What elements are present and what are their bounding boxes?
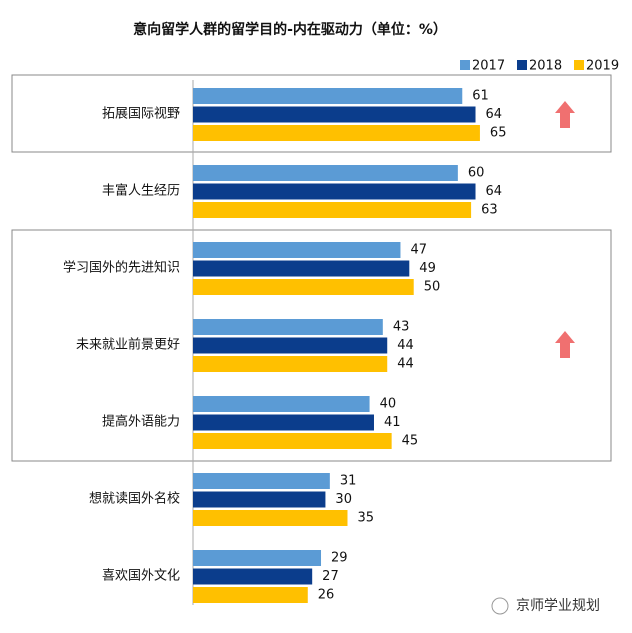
legend-swatch bbox=[460, 60, 470, 70]
highlight-box bbox=[11, 229, 612, 462]
value-label: 60 bbox=[468, 166, 485, 181]
legend-label: 2019 bbox=[586, 59, 619, 74]
legend-label: 2018 bbox=[529, 59, 562, 74]
bar bbox=[193, 396, 370, 412]
bar bbox=[193, 202, 472, 218]
value-label: 64 bbox=[486, 184, 503, 199]
legend-swatch bbox=[574, 60, 584, 70]
category-label: 拓展国际视野 bbox=[102, 107, 180, 122]
value-label: 26 bbox=[318, 588, 335, 603]
bar bbox=[193, 319, 383, 335]
bar bbox=[193, 414, 374, 431]
bar bbox=[193, 165, 458, 181]
value-label: 49 bbox=[419, 261, 436, 276]
category-label: 喜欢国外文化 bbox=[102, 569, 180, 584]
highlight-box bbox=[11, 74, 612, 153]
category-label: 未来就业前景更好 bbox=[76, 337, 180, 353]
bar bbox=[193, 183, 476, 200]
value-label: 43 bbox=[393, 320, 410, 335]
legend-label: 2017 bbox=[472, 59, 505, 74]
bar bbox=[193, 88, 463, 104]
value-label: 31 bbox=[340, 474, 357, 489]
watermark: 京师学业规划 bbox=[516, 598, 600, 614]
bar bbox=[193, 433, 392, 449]
up-arrow bbox=[555, 101, 575, 128]
bar bbox=[193, 260, 410, 277]
category-label: 丰富人生经历 bbox=[102, 183, 180, 199]
value-label: 65 bbox=[490, 126, 507, 141]
bar bbox=[193, 337, 388, 354]
value-label: 27 bbox=[322, 569, 339, 584]
category-label: 学习国外的先进知识 bbox=[63, 260, 180, 276]
bar bbox=[193, 279, 414, 295]
value-label: 41 bbox=[384, 415, 401, 430]
value-label: 44 bbox=[397, 357, 414, 372]
bar bbox=[193, 510, 348, 526]
bar bbox=[193, 242, 401, 258]
legend-swatch bbox=[517, 60, 527, 70]
category-label: 想就读国外名校 bbox=[89, 491, 180, 507]
value-label: 64 bbox=[486, 107, 503, 122]
bar bbox=[193, 473, 330, 489]
value-label: 35 bbox=[358, 511, 375, 526]
up-arrow bbox=[555, 331, 575, 358]
chart-title: 意向留学人群的留学目的-内在驱动力（单位：%） bbox=[133, 21, 447, 38]
bar bbox=[193, 125, 480, 141]
bar bbox=[193, 106, 476, 123]
bar bbox=[193, 491, 326, 508]
value-label: 40 bbox=[380, 397, 397, 412]
bar bbox=[193, 356, 388, 372]
value-label: 29 bbox=[331, 551, 348, 566]
value-label: 63 bbox=[481, 203, 498, 218]
value-label: 45 bbox=[402, 434, 419, 449]
value-label: 61 bbox=[472, 89, 489, 104]
value-label: 30 bbox=[335, 492, 352, 507]
value-label: 44 bbox=[397, 338, 414, 353]
bar bbox=[193, 587, 308, 603]
value-label: 47 bbox=[410, 243, 427, 258]
bar bbox=[193, 550, 322, 566]
watermark-icon bbox=[491, 597, 509, 615]
value-label: 50 bbox=[424, 280, 441, 295]
category-label: 提高外语能力 bbox=[102, 414, 180, 430]
bar bbox=[193, 568, 313, 585]
